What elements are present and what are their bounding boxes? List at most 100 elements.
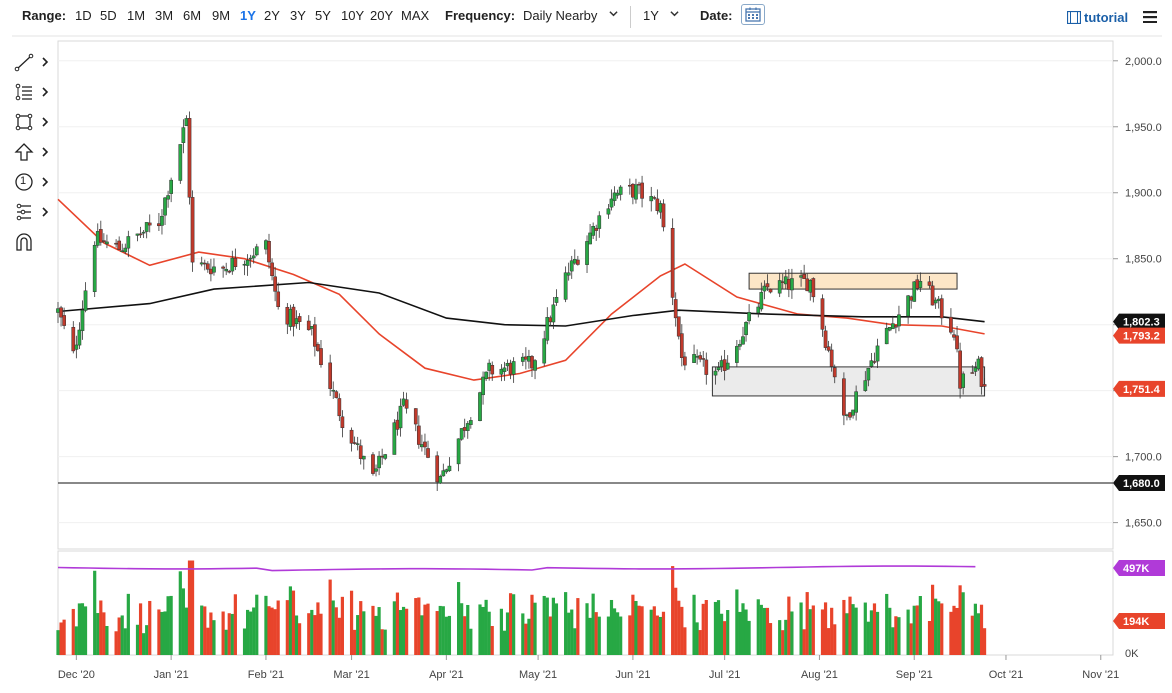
candle[interactable] (533, 360, 537, 371)
volume-bar[interactable] (224, 629, 228, 655)
candle[interactable] (114, 242, 118, 245)
volume-bar[interactable] (619, 616, 623, 655)
candle[interactable] (747, 312, 751, 322)
candle[interactable] (423, 441, 427, 448)
volume-bar[interactable] (157, 609, 161, 655)
candle[interactable] (120, 250, 125, 252)
candle[interactable] (679, 333, 684, 358)
magnet-tool[interactable] (14, 232, 52, 256)
candle[interactable] (288, 308, 293, 327)
volume-bar[interactable] (99, 600, 103, 655)
range-button-9m[interactable]: 9M (212, 8, 231, 23)
candle[interactable] (576, 259, 580, 265)
candle[interactable] (74, 344, 79, 350)
volume-bar[interactable] (701, 603, 705, 655)
volume-bar[interactable] (609, 599, 614, 655)
candle[interactable] (970, 372, 975, 374)
candle[interactable] (542, 338, 547, 364)
volume-bar[interactable] (114, 631, 118, 655)
chevron-down-icon[interactable] (609, 9, 618, 18)
candle[interactable] (640, 182, 644, 199)
volume-bar[interactable] (976, 613, 981, 655)
volume-bar[interactable] (120, 615, 124, 655)
candle[interactable] (725, 362, 730, 370)
volume-bar[interactable] (221, 611, 225, 655)
volume-bar[interactable] (71, 608, 75, 655)
volume-bar[interactable] (631, 594, 635, 655)
candle[interactable] (157, 223, 161, 227)
volume-bar[interactable] (273, 609, 277, 655)
range-button-5y[interactable]: 5Y (315, 8, 331, 23)
volume-bar[interactable] (371, 605, 375, 655)
volume-bar[interactable] (628, 615, 632, 655)
volume-bar[interactable] (310, 609, 314, 655)
volume-bar[interactable] (456, 582, 461, 655)
volume-bar[interactable] (444, 616, 448, 655)
candle[interactable] (313, 324, 317, 347)
candle[interactable] (713, 370, 718, 376)
candle[interactable] (80, 309, 85, 331)
volume-bar[interactable] (802, 629, 806, 655)
candle[interactable] (716, 367, 721, 371)
volume-bar[interactable] (264, 595, 268, 655)
candle[interactable] (658, 203, 663, 213)
volume-bar[interactable] (787, 596, 791, 655)
candle[interactable] (227, 270, 232, 273)
volume-bar[interactable] (982, 628, 987, 655)
candle[interactable] (701, 358, 706, 360)
volume-bar[interactable] (616, 612, 620, 655)
volume-bar[interactable] (961, 592, 965, 655)
candle[interactable] (221, 266, 225, 269)
candle[interactable] (826, 346, 831, 351)
candle[interactable] (248, 257, 253, 260)
volume-bar[interactable] (698, 630, 702, 655)
volume-bar[interactable] (490, 626, 494, 655)
candle[interactable] (349, 429, 354, 444)
volume-bar[interactable] (906, 609, 910, 655)
candle[interactable] (695, 356, 699, 358)
volume-bar[interactable] (377, 607, 381, 655)
fibonacci-tool[interactable] (14, 82, 52, 106)
candle[interactable] (863, 380, 868, 391)
candle[interactable] (811, 278, 816, 298)
volume-bar[interactable] (138, 603, 143, 655)
volume-bar[interactable] (915, 605, 919, 655)
volume-bar[interactable] (83, 606, 88, 655)
candle[interactable] (949, 316, 953, 333)
candle[interactable] (958, 350, 962, 389)
volume-bar[interactable] (62, 619, 66, 655)
volume-bar[interactable] (334, 607, 338, 655)
volume-bar[interactable] (866, 621, 870, 655)
candle[interactable] (233, 258, 238, 267)
volume-bar[interactable] (484, 599, 488, 655)
candle[interactable] (123, 247, 128, 253)
candle[interactable] (205, 263, 210, 270)
volume-bar[interactable] (187, 560, 192, 656)
candle[interactable] (719, 360, 724, 367)
volume-bar[interactable] (438, 605, 442, 655)
volume-bar[interactable] (135, 624, 140, 655)
candle[interactable] (462, 427, 467, 431)
candle[interactable] (328, 362, 333, 389)
volume-bar[interactable] (573, 628, 577, 655)
volume-bar[interactable] (869, 610, 874, 655)
candle[interactable] (530, 356, 534, 369)
candle[interactable] (508, 362, 513, 375)
volume-bar[interactable] (288, 586, 293, 655)
candle[interactable] (117, 240, 122, 250)
volume-bar[interactable] (93, 570, 97, 655)
candle[interactable] (805, 278, 810, 292)
candle[interactable] (524, 356, 528, 360)
price-pane[interactable] (57, 40, 1114, 550)
volume-bar[interactable] (830, 607, 834, 655)
candle[interactable] (374, 468, 378, 472)
volume-bar[interactable] (249, 611, 253, 655)
moving-average-line[interactable] (57, 281, 985, 327)
volume-bar[interactable] (466, 604, 470, 655)
volume-bar[interactable] (190, 560, 195, 656)
volume-bar[interactable] (383, 629, 387, 655)
volume-bar[interactable] (591, 593, 595, 655)
period-select[interactable]: 1Y (643, 8, 659, 23)
volume-bar[interactable] (521, 613, 525, 655)
volume-bar[interactable] (362, 611, 366, 655)
